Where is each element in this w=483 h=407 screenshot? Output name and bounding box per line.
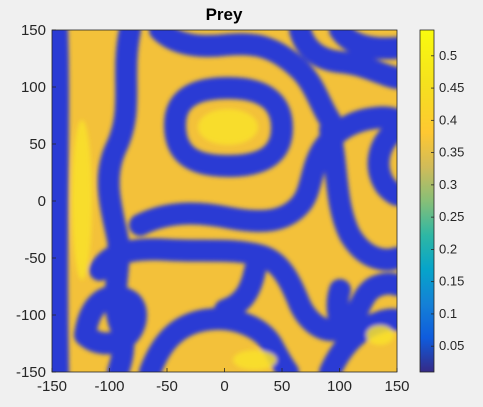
heatmap-plot xyxy=(52,30,397,372)
colorbar-tick-label: 0.15 xyxy=(439,274,464,289)
y-tick-label: -50 xyxy=(24,250,46,267)
colorbar-tick-label: 0.3 xyxy=(439,177,457,192)
colorbar-tick-label: 0.35 xyxy=(439,145,464,160)
y-tick-label: -100 xyxy=(16,307,46,324)
colorbar-tick-label: 0.2 xyxy=(439,241,457,256)
y-tick-label: 50 xyxy=(29,136,46,153)
x-axis-ticks: -150 -100 -50 0 50 100 150 xyxy=(37,368,410,395)
x-tick-label: 50 xyxy=(274,378,291,395)
colorbar-tick-label: 0.4 xyxy=(439,112,457,127)
low-density-bands xyxy=(52,30,397,372)
colorbar-tick-label: 0.1 xyxy=(439,306,457,321)
x-tick-label: -50 xyxy=(156,378,178,395)
colorbar-gradient xyxy=(419,29,435,373)
y-tick-label: 0 xyxy=(38,193,46,210)
y-tick-label: -150 xyxy=(16,364,46,381)
colorbar-tick-label: 0.5 xyxy=(439,48,457,63)
x-tick-label: -100 xyxy=(94,378,124,395)
chart-title: Prey xyxy=(206,5,243,24)
colorbar-tick-label: 0.45 xyxy=(439,80,464,95)
y-axis-ticks: 150 100 50 0 -50 -100 -150 xyxy=(16,22,56,381)
x-tick-label: 0 xyxy=(220,378,228,395)
colorbar-ticks: 0.5 0.45 0.4 0.35 0.3 0.25 0.2 0.15 0.1 0.05 xyxy=(431,48,464,353)
colorbar-tick-label: 0.25 xyxy=(439,209,464,224)
x-tick-label: 100 xyxy=(327,378,352,395)
colorbar: 0.5 0.45 0.4 0.35 0.3 0.25 0.2 0.15 0.1 0.05 xyxy=(419,29,464,373)
x-tick-label: -150 xyxy=(37,378,67,395)
y-tick-label: 100 xyxy=(21,79,46,96)
colorbar-tick-label: 0.05 xyxy=(439,338,464,353)
y-tick-label: 150 xyxy=(21,22,46,39)
x-tick-label: 150 xyxy=(384,378,409,395)
